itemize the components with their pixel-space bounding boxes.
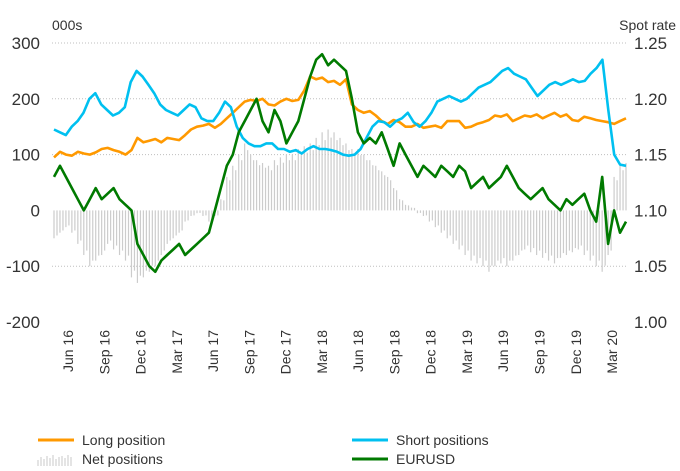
x-tick-label: Sep 18 — [386, 330, 402, 375]
net-positions-bars — [53, 129, 627, 283]
legend-item-short-positions: Short positions — [352, 432, 489, 448]
legend-label-short: Short positions — [396, 432, 489, 448]
left-tick-label: 100 — [12, 146, 40, 165]
x-tick-label: Jun 18 — [350, 330, 366, 372]
right-tick-label: 1.15 — [634, 146, 667, 165]
x-tick-label: Jun 16 — [60, 330, 76, 372]
right-tick-label: 1.00 — [634, 313, 667, 332]
x-tick-label: Sep 17 — [241, 330, 257, 375]
legend-label-net: Net positions — [82, 451, 163, 467]
right-axis-ticks: 1.25 1.20 1.15 1.10 1.05 1.00 — [634, 34, 667, 332]
left-tick-label: 0 — [31, 201, 40, 220]
left-tick-label: -200 — [6, 313, 40, 332]
series-line-long-position — [53, 75, 627, 159]
right-axis-label: Spot rate — [619, 17, 676, 33]
left-axis-unit-label: 000s — [52, 17, 82, 33]
x-tick-label: Mar 18 — [314, 330, 330, 374]
x-tick-label: Mar 20 — [604, 330, 620, 374]
series-line-short-positions — [53, 58, 627, 168]
left-tick-label: 200 — [12, 90, 40, 109]
right-tick-label: 1.25 — [634, 34, 667, 53]
x-tick-label: Dec 17 — [278, 330, 294, 375]
right-tick-label: 1.05 — [634, 257, 667, 276]
x-tick-label: Sep 16 — [96, 330, 112, 375]
x-tick-label: Sep 19 — [532, 330, 548, 375]
x-tick-label: Jun 19 — [495, 330, 511, 372]
right-tick-label: 1.20 — [634, 90, 667, 109]
legend: Long position Short positions Net positi… — [37, 432, 489, 467]
legend-label-long: Long position — [82, 432, 165, 448]
legend-swatch-net — [37, 455, 72, 466]
x-tick-label: Mar 17 — [169, 330, 185, 374]
legend-item-eurusd: EURUSD — [352, 451, 455, 467]
x-tick-label: Jun 17 — [205, 330, 221, 372]
x-axis-ticks: Jun 16 Sep 16 Dec 16 Mar 17 Jun 17 Sep 17 Dec … — [60, 330, 620, 375]
x-tick-label: Mar 19 — [459, 330, 475, 374]
right-tick-label: 1.10 — [634, 201, 667, 220]
legend-label-eurusd: EURUSD — [396, 451, 455, 467]
x-tick-label: Dec 19 — [568, 330, 584, 375]
left-tick-label: -100 — [6, 257, 40, 276]
legend-item-net-positions: Net positions — [37, 451, 163, 467]
series-line-eurusd — [52, 52, 628, 274]
series-lines — [52, 52, 628, 274]
x-tick-label: Dec 16 — [133, 330, 149, 375]
left-tick-label: 300 — [12, 34, 40, 53]
legend-item-long-position: Long position — [38, 432, 165, 448]
x-tick-label: Dec 18 — [423, 330, 439, 375]
left-axis-ticks: 300 200 100 0 -100 -200 — [6, 34, 40, 332]
